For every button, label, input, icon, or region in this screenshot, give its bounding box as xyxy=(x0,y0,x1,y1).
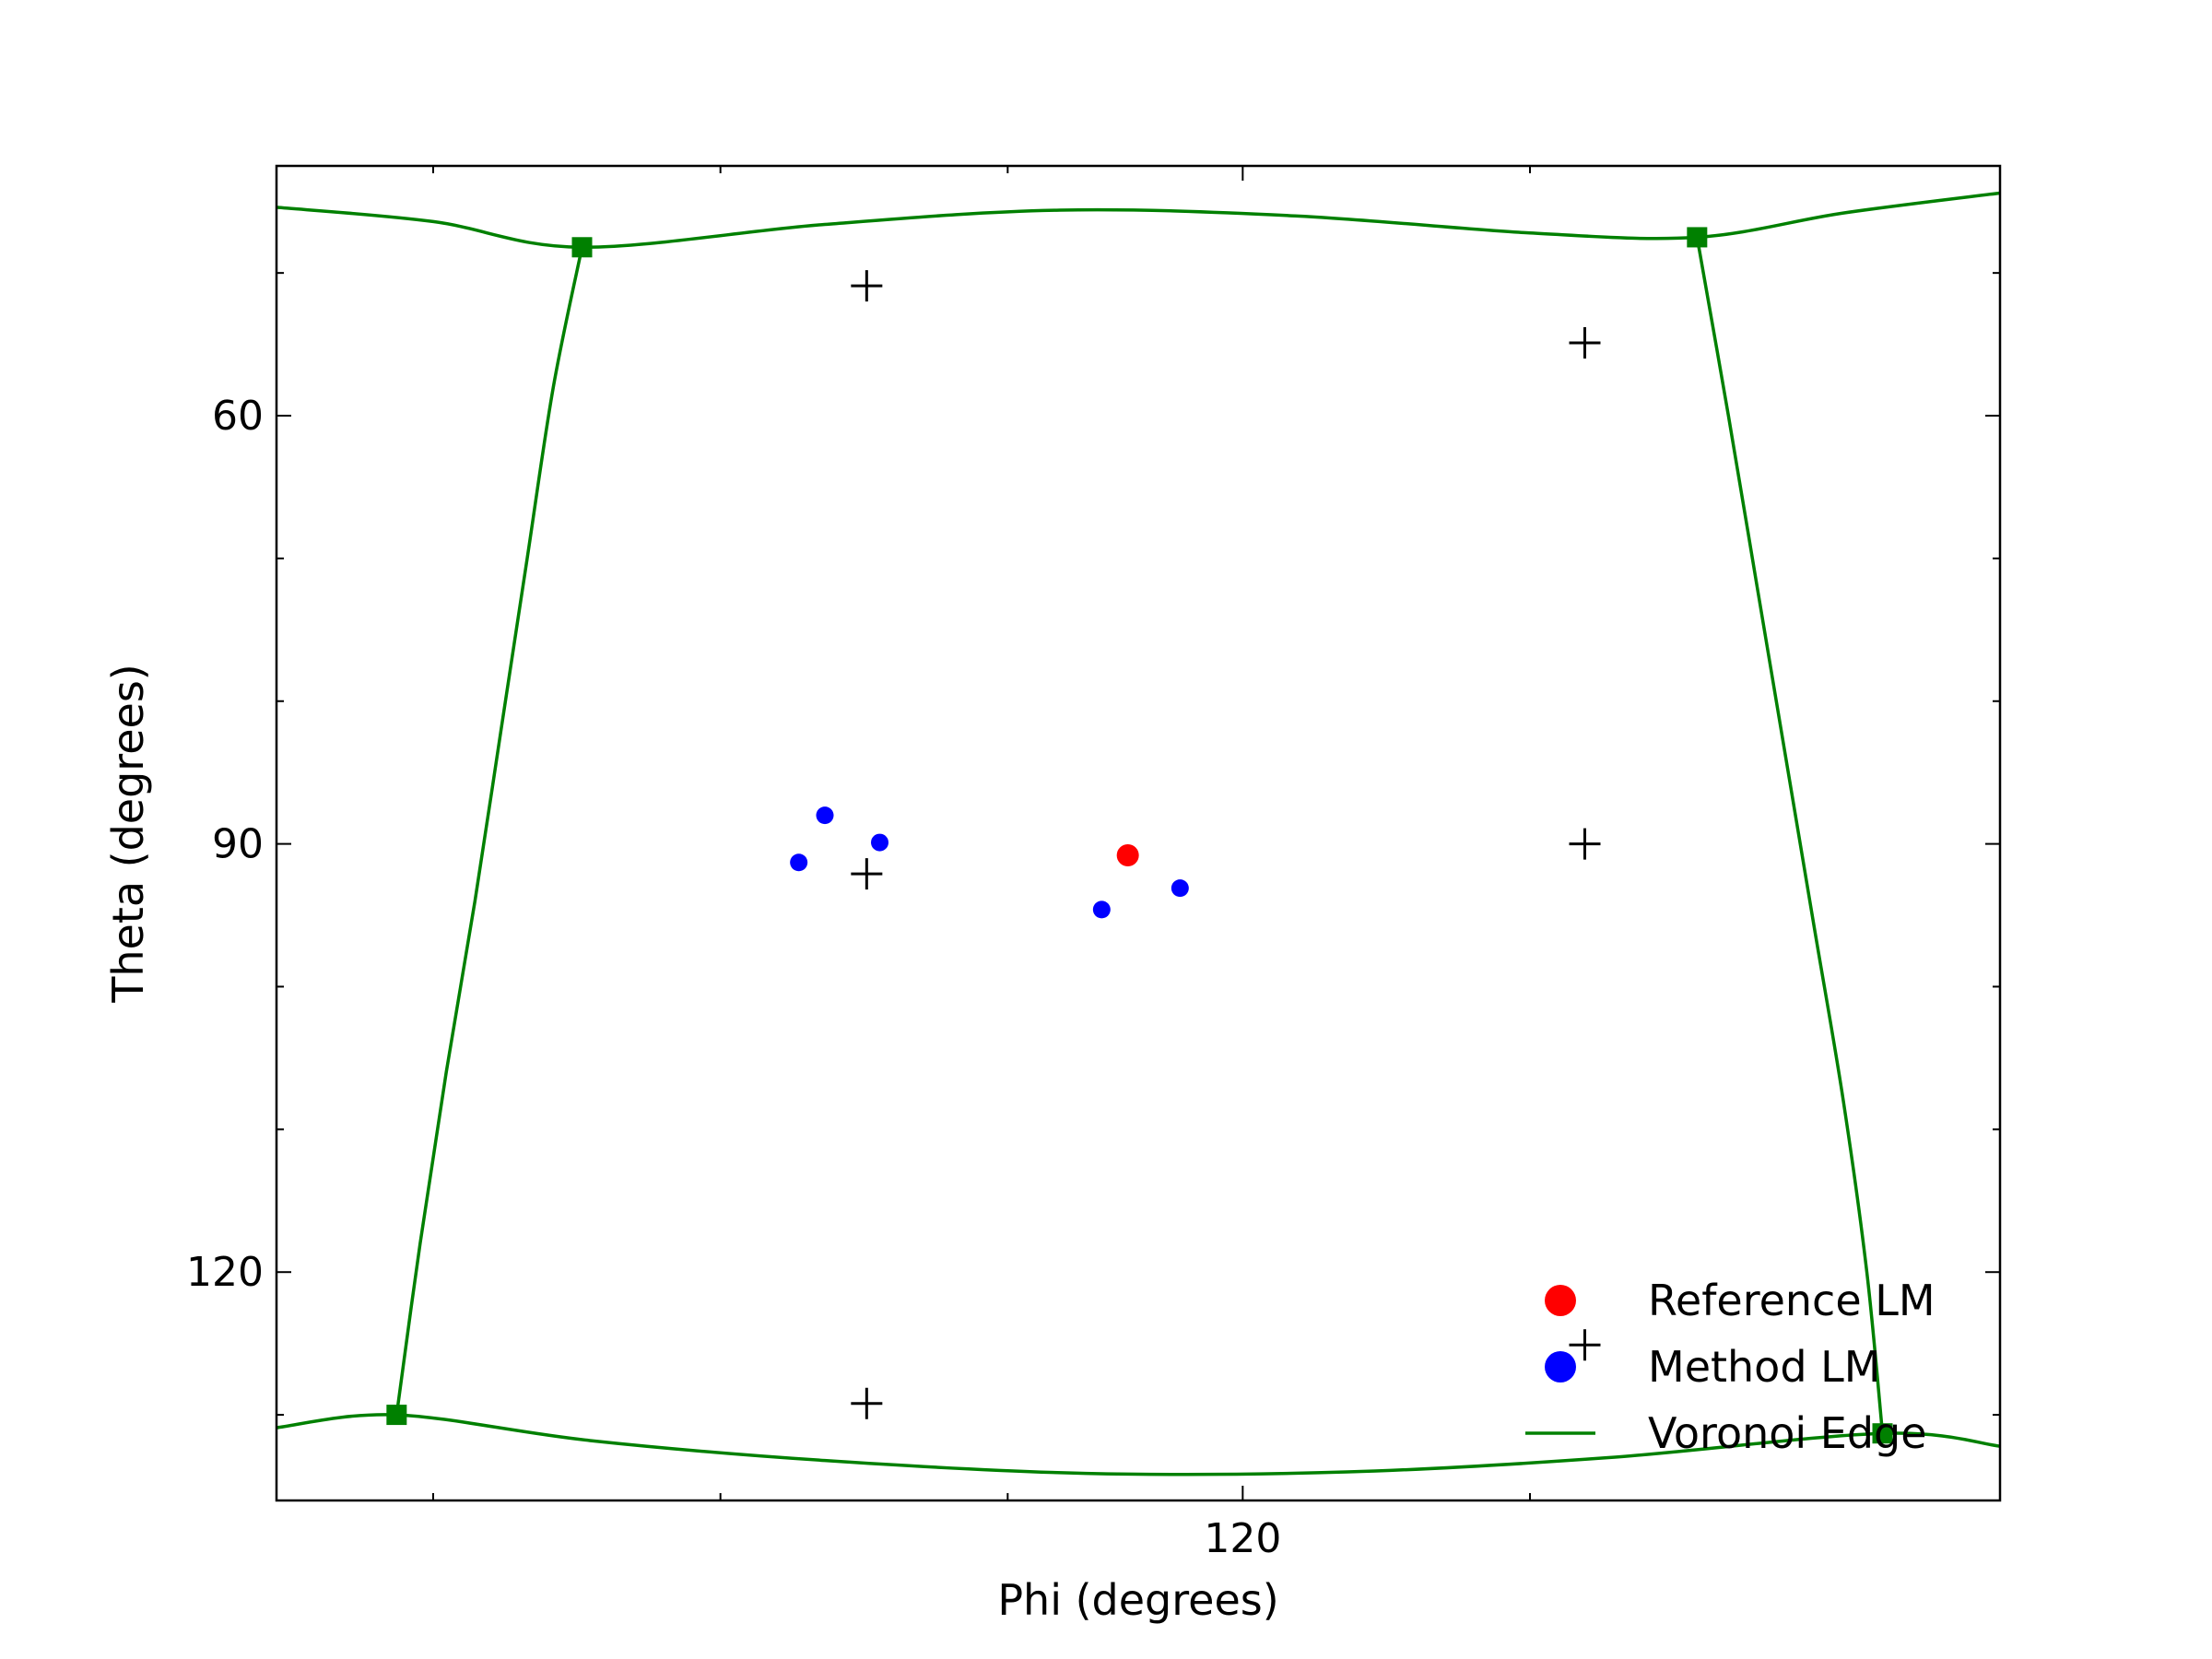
voronoi-vertex-3 xyxy=(1872,1423,1893,1444)
plus-marker-2 xyxy=(851,858,883,890)
plot-marks xyxy=(276,191,2000,1477)
voronoi-edge-1 xyxy=(394,246,584,1416)
y-tick-label-1: 90 xyxy=(212,821,264,868)
legend: Reference LM Method LM Voronoi Edge xyxy=(1525,1276,1936,1458)
y-tick-label-0: 60 xyxy=(212,393,264,440)
method-lm-point-2 xyxy=(790,853,808,872)
legend-label-0: Reference LM xyxy=(1648,1276,1936,1325)
axis-ticks: 120 60 90 120 xyxy=(186,166,2000,1562)
plus-marker-4 xyxy=(851,1387,883,1419)
plus-marker-0 xyxy=(851,270,883,302)
plus-marker-3 xyxy=(1569,828,1601,860)
method-lm-point-1 xyxy=(871,833,888,852)
x-tick-label-0: 120 xyxy=(1204,1515,1281,1562)
reference-lm-point-0 xyxy=(1116,844,1139,867)
voronoi-vertex-1 xyxy=(1687,227,1708,248)
method-lm-point-3 xyxy=(1092,900,1111,919)
plus-marker-1 xyxy=(1569,327,1601,359)
x-axis-label: Phi (degrees) xyxy=(997,1575,1278,1625)
y-tick-label-2: 120 xyxy=(186,1249,264,1296)
legend-swatch-1 xyxy=(1545,1351,1576,1382)
legend-swatch-0 xyxy=(1545,1285,1576,1316)
voronoi-edge-3 xyxy=(276,1413,2000,1477)
method-lm-point-0 xyxy=(816,806,834,825)
voronoi-edge-2 xyxy=(1695,237,1885,1434)
voronoi-vertex-0 xyxy=(571,237,593,258)
voronoi-vertex-2 xyxy=(386,1405,407,1426)
y-axis-label: Theta (degrees) xyxy=(103,664,153,1003)
plot-background xyxy=(276,166,2000,1500)
legend-label-2: Voronoi Edge xyxy=(1648,1408,1927,1458)
legend-label-1: Method LM xyxy=(1648,1342,1880,1392)
method-lm-point-4 xyxy=(1171,879,1189,898)
voronoi-edge-0 xyxy=(276,191,2000,250)
plus-marker-5 xyxy=(1569,1329,1601,1361)
plot-frame xyxy=(275,164,2002,1502)
